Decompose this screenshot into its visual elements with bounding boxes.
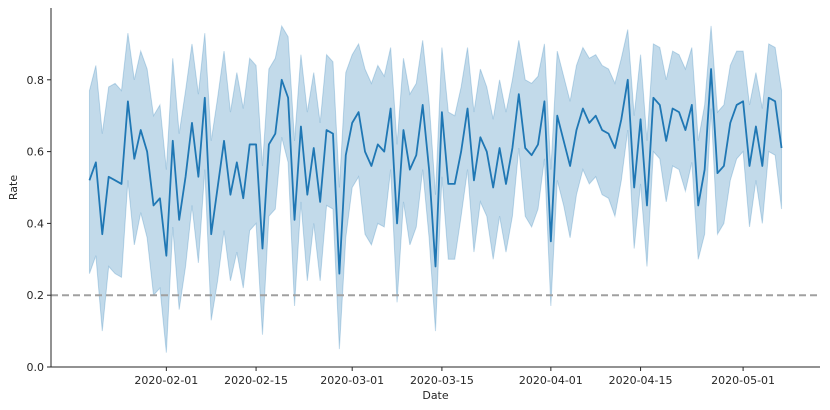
- y-tick-label: 0.0: [27, 361, 45, 374]
- x-axis-label: Date: [422, 389, 449, 402]
- x-tick-label: 2020-02-01: [134, 374, 198, 387]
- series-line: [88, 68, 783, 275]
- confidence-band-layer: [88, 24, 783, 353]
- y-tick-label: 0.4: [27, 217, 45, 230]
- series-line-layer: [88, 68, 783, 275]
- confidence-band: [88, 24, 783, 353]
- x-tick-label: 2020-04-15: [609, 374, 673, 387]
- axes: 0.0 0.2 0.4 0.6 0.8 2020-02-01 2020-02-15 2020-…: [27, 8, 820, 387]
- x-tick-label: 2020-03-01: [320, 374, 384, 387]
- x-tick-label: 2020-05-01: [711, 374, 775, 387]
- x-tick-label: 2020-02-15: [224, 374, 288, 387]
- x-tick-label: 2020-04-01: [519, 374, 583, 387]
- y-tick-label: 0.2: [27, 289, 45, 302]
- x-tick-label: 2020-03-15: [410, 374, 474, 387]
- y-axis-label: Rate: [7, 175, 20, 200]
- y-tick-label: 0.6: [27, 146, 45, 159]
- y-tick-label: 0.8: [27, 74, 45, 87]
